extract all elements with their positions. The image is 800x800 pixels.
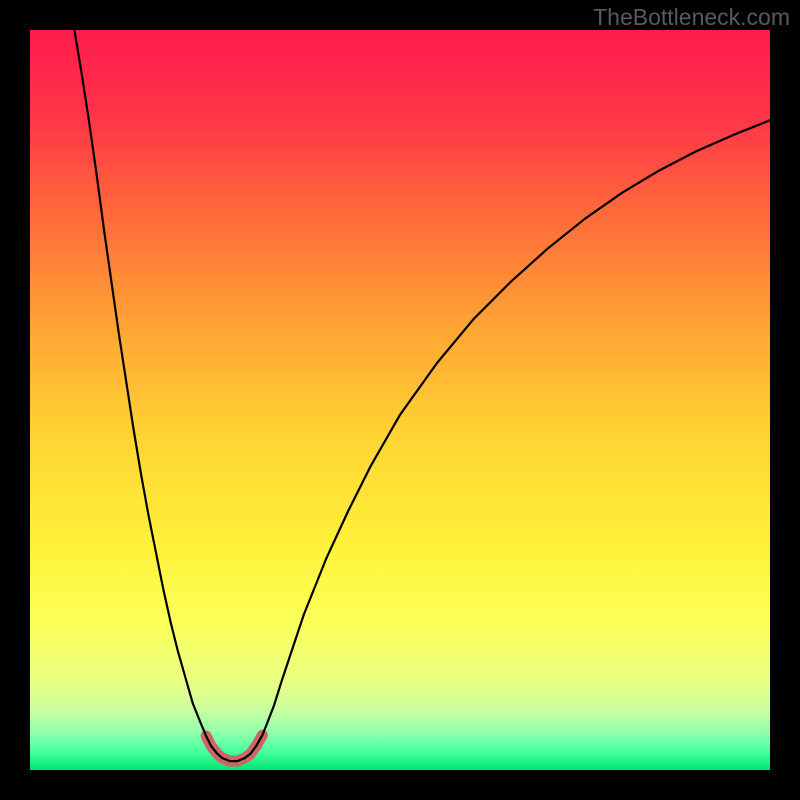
gradient-background [30, 30, 770, 770]
chart-frame: TheBottleneck.com [0, 0, 800, 800]
bottleneck-curve-chart [30, 30, 770, 770]
watermark-text: TheBottleneck.com [593, 4, 790, 31]
plot-area [30, 30, 770, 770]
